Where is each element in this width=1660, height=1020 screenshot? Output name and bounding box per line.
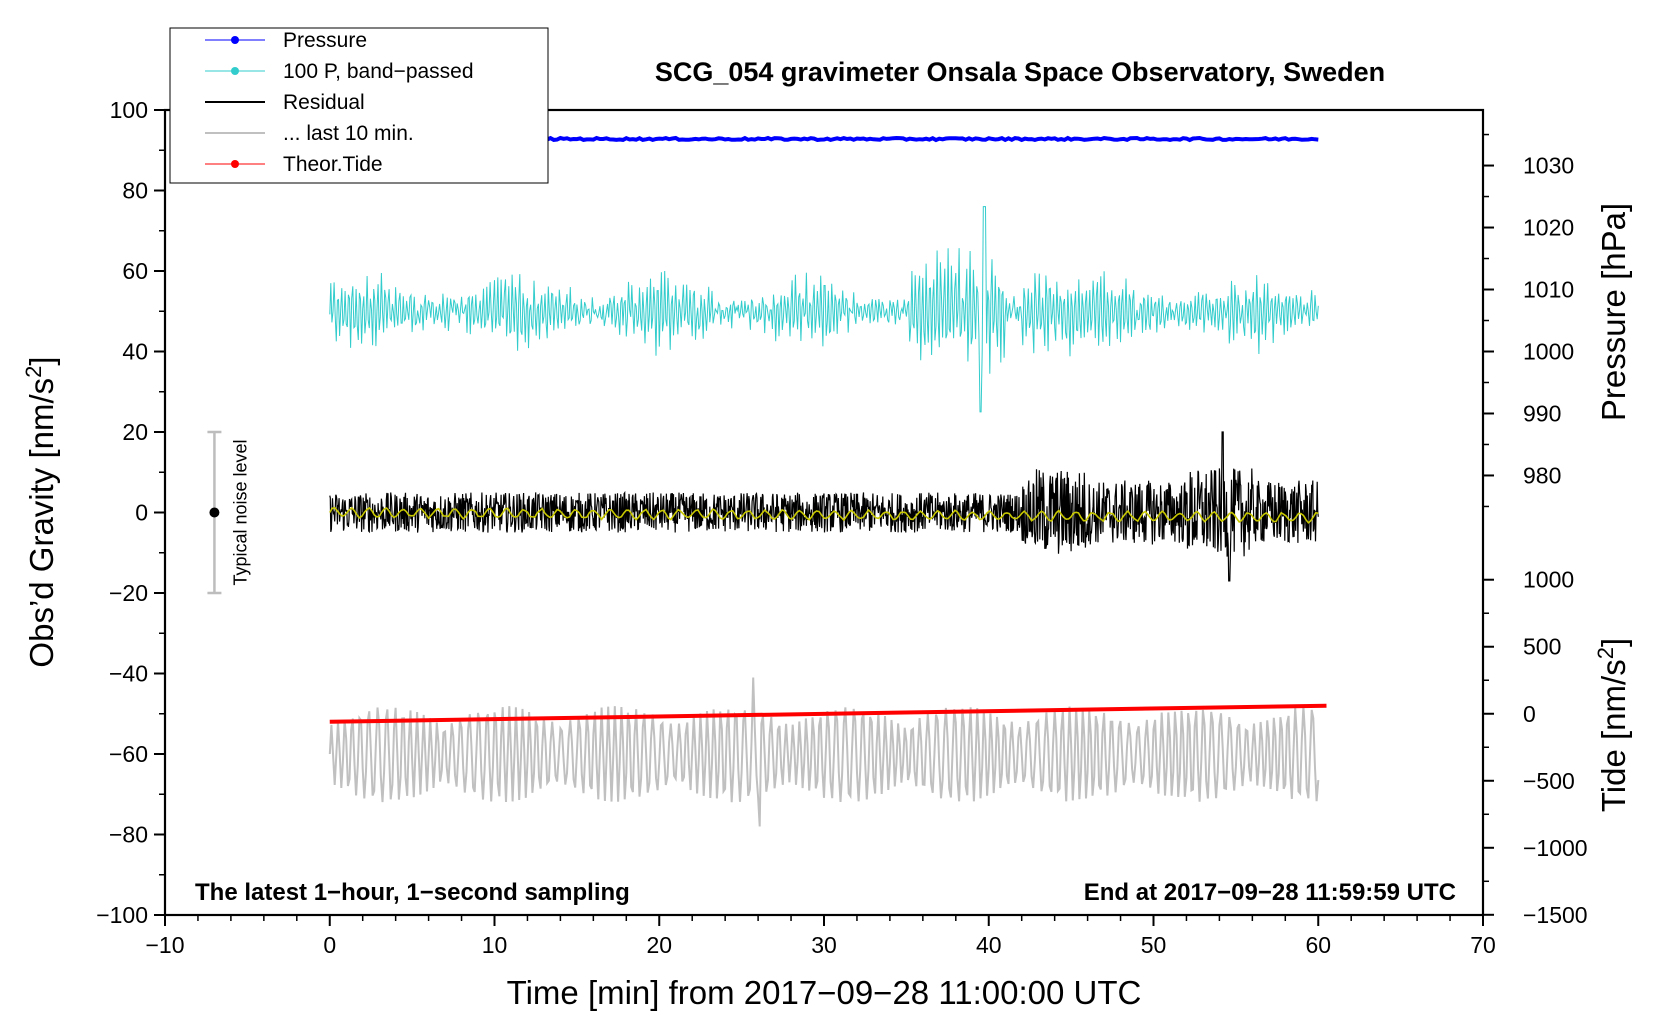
series-bandpassed-line [329,206,1319,413]
legend-label: ... last 10 min. [283,122,414,145]
y-tick-label: 80 [122,178,148,204]
legend-marker [231,67,239,75]
noise-bar-label: Typical noise level [230,439,250,585]
y-tick-label: −80 [109,822,148,848]
pressure-tick-label: 980 [1523,462,1561,488]
x-tick-label: 60 [1305,932,1331,958]
legend-marker [231,160,239,168]
legend-label: Theor.Tide [283,153,383,176]
x-tick-label: 70 [1470,932,1496,958]
legend-box [169,27,549,184]
y-tick-label: −40 [109,661,148,687]
noise-bar: Typical noise level [207,430,250,595]
y-tick-label: −100 [96,902,148,928]
legend-marker [231,36,239,44]
y-tick-label: 0 [135,500,148,526]
legend-label: 100 P, band−passed [283,60,474,83]
y-axis-tide-title: Tide [nm/s2] [1593,638,1632,812]
y-axis-gravity: 100 80 60 40 20 0 −20 −40 −60 −80 −100 [96,97,165,928]
tide-tick-label: −500 [1523,768,1575,794]
series-layer [328,135,1327,827]
tide-tick-label: 1000 [1523,567,1574,593]
annotation-sampling: The latest 1−hour, 1−second sampling [195,879,630,906]
x-tick-label: 30 [811,932,837,958]
y-tick-label: 20 [122,419,148,445]
y-axis-tide: 1000 500 0 −500 −1000 −1500 [1483,567,1588,928]
tide-tick-label: 0 [1523,701,1536,727]
y-axis-pressure: 1030 1020 1010 1000 990 980 [1483,133,1574,508]
x-tick-label: 50 [1141,932,1167,958]
y-tick-label: 100 [110,97,148,123]
pressure-tick-label: 1010 [1523,277,1574,303]
noise-bar-point [209,507,220,518]
legend-label: Pressure [283,29,367,52]
x-tick-label: 40 [976,932,1002,958]
y-tick-label: 60 [122,258,148,284]
tide-tick-label: −1500 [1523,902,1588,928]
pressure-tick-label: 1030 [1523,153,1574,179]
series-smoothed-residual-line [329,506,1319,524]
tide-tick-label: 500 [1523,634,1561,660]
pressure-tick-label: 1020 [1523,215,1574,241]
series-tide-line [329,703,1327,724]
tide-tick-label: −1000 [1523,835,1588,861]
x-tick-label: 0 [323,932,336,958]
y-axis-gravity-title: Obs’d Gravity [nm/s2] [21,356,60,667]
pressure-tick-label: 990 [1523,400,1561,426]
legend-label: Residual [283,91,365,114]
x-tick-label: 10 [482,932,508,958]
x-axis: −10 0 10 20 30 40 50 60 70 [145,915,1496,958]
y-tick-label: 40 [122,339,148,365]
series-last10min-line [328,677,1320,827]
annotation-end-time: End at 2017−09−28 11:59:59 UTC [1084,879,1456,906]
x-tick-label: −10 [145,932,184,958]
pressure-tick-label: 1000 [1523,339,1574,365]
x-axis-title: Time [min] from 2017−09−28 11:00:00 UTC [507,974,1142,1011]
x-tick-label: 20 [646,932,672,958]
series-residual-line [329,431,1319,582]
y-axis-pressure-title: Pressure [hPa] [1595,203,1632,421]
y-tick-label: −60 [109,741,148,767]
y-tick-label: −20 [109,580,148,606]
chart-title: SCG_054 gravimeter Onsala Space Observat… [655,57,1385,87]
legend: Pressure 100 P, band−passed Residual ... la… [169,27,549,184]
